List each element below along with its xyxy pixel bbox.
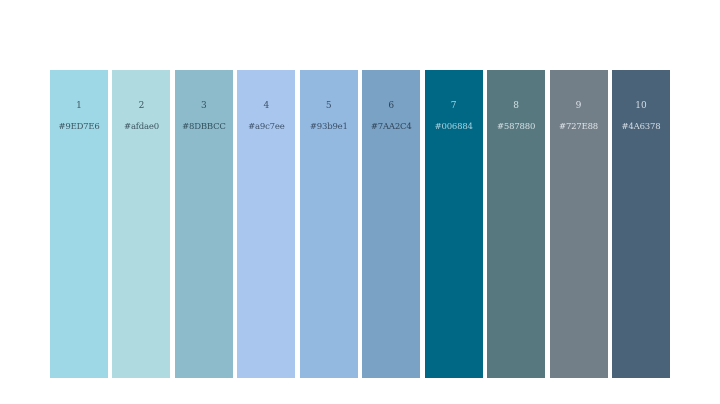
swatch-hex-label: #727E88 [559,122,598,132]
swatch-hex-label: #7AA2C4 [370,122,412,132]
swatch-hex-label: #4A6378 [621,122,661,132]
swatch-number: 3 [201,101,207,111]
color-swatch: 5 #93b9e1 [299,70,358,378]
color-swatch: 9 #727E88 [549,70,608,378]
swatch-number: 1 [76,101,82,111]
color-swatch: 10 #4A6378 [611,70,670,378]
color-swatch: 4 #a9c7ee [237,70,296,378]
swatch-number: 8 [513,101,519,111]
swatch-hex-label: #afdae0 [124,122,159,132]
swatch-hex-label: #006884 [434,122,473,132]
color-swatch: 7 #006884 [424,70,483,378]
swatch-hex-label: #587880 [497,122,536,132]
swatch-hex-label: #8DBBCC [182,122,226,132]
swatch-number: 10 [635,101,647,111]
color-swatch: 8 #587880 [487,70,546,378]
swatch-hex-label: #9ED7E6 [58,122,100,132]
swatch-number: 7 [450,101,457,111]
color-palette: 1 #9ED7E6 2 #afdae0 3 #8DBBCC 4 #a9c7ee 5 #93b9e1… [50,70,670,378]
swatch-number: 2 [138,101,145,111]
color-swatch: 3 #8DBBCC [174,70,233,378]
swatch-number: 9 [575,101,582,111]
color-swatch: 1 #9ED7E6 [50,70,109,378]
swatch-hex-label: #93b9e1 [309,122,348,132]
color-swatch: 2 #afdae0 [112,70,171,378]
swatch-number: 6 [388,101,395,111]
swatch-number: 4 [263,101,270,111]
swatch-hex-label: #a9c7ee [248,122,285,132]
swatch-number: 5 [325,101,332,111]
color-swatch: 6 #7AA2C4 [362,70,421,378]
